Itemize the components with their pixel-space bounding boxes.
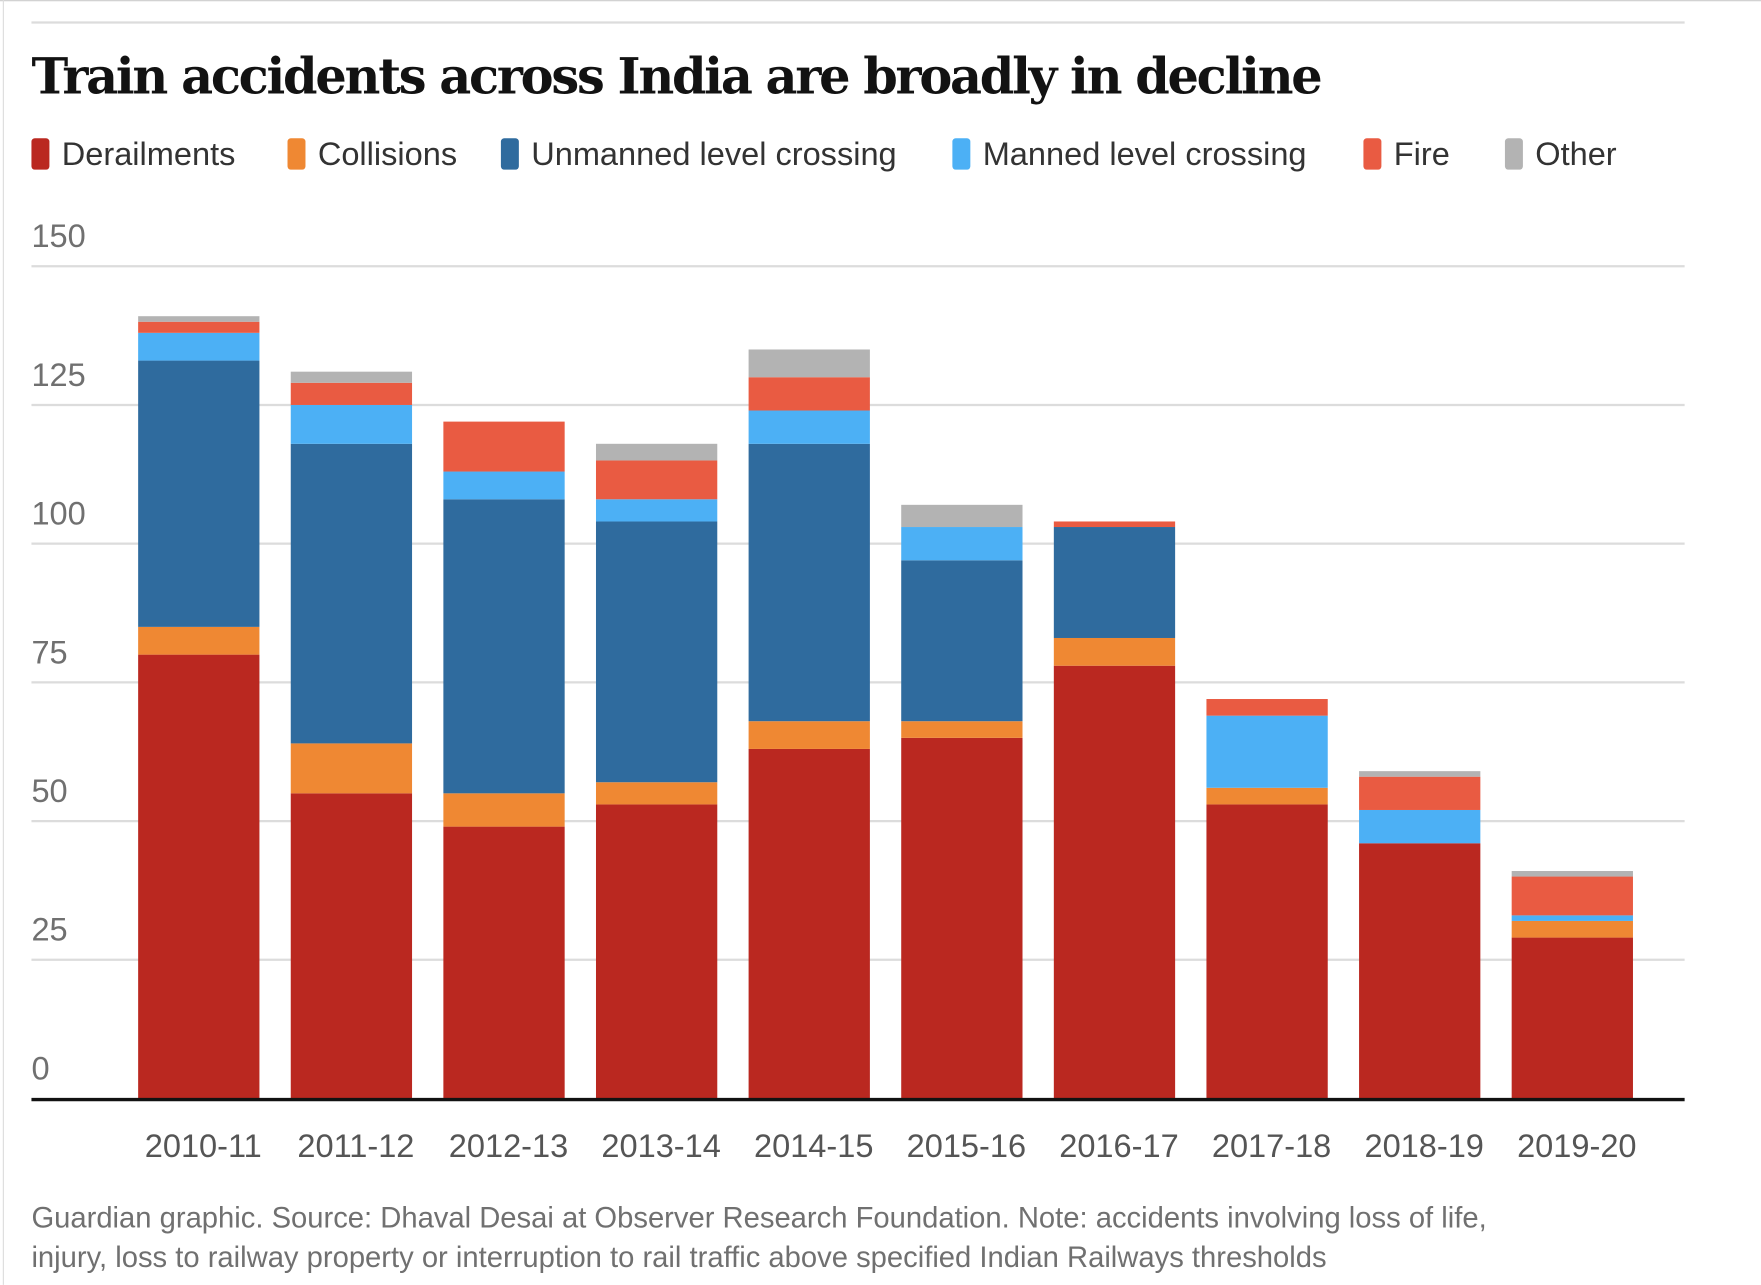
bar-segment-collisions — [595, 782, 718, 805]
y-tick-label: 50 — [31, 773, 67, 809]
y-tick-label: 25 — [31, 912, 67, 948]
bar-segment-manned-level-crossing — [1206, 715, 1328, 788]
bar-segment-manned-level-crossing — [290, 404, 413, 444]
legend-label: Fire — [1394, 136, 1450, 172]
bar-segment-derailments — [1511, 937, 1633, 1099]
chart-title: Train accidents across India are broadly… — [31, 47, 1321, 105]
bar-segment-collisions — [290, 743, 413, 794]
bar-segment-unmanned-level-crossing — [901, 560, 1023, 722]
bar-segment-manned-level-crossing — [1359, 809, 1481, 844]
bar-segment-collisions — [1511, 920, 1633, 938]
bar-segment-unmanned-level-crossing — [1053, 527, 1176, 638]
bar-segment-derailments — [748, 748, 870, 1099]
bar-segment-unmanned-level-crossing — [748, 443, 870, 722]
bar-segment-other — [901, 504, 1023, 528]
y-tick-label: 150 — [31, 218, 85, 254]
bar-segment-manned-level-crossing — [901, 527, 1023, 561]
legend-label: Collisions — [318, 136, 457, 172]
legend-swatch — [1363, 138, 1382, 170]
source-note-line-2: injury, loss to railway property or inte… — [31, 1242, 1326, 1274]
bar-segment-derailments — [595, 804, 718, 1099]
y-tick-label: 125 — [31, 357, 85, 393]
x-tick-label: 2015-16 — [907, 1128, 1026, 1164]
bar-segment-other — [1359, 771, 1481, 777]
bar-segment-unmanned-level-crossing — [595, 521, 718, 783]
bar-segment-unmanned-level-crossing — [138, 360, 260, 627]
x-tick-label: 2018-19 — [1364, 1128, 1483, 1164]
legend-swatch — [500, 138, 519, 170]
bar-segment-fire — [1206, 699, 1328, 716]
x-tick-label: 2010-11 — [145, 1128, 262, 1164]
legend-swatch — [1504, 138, 1523, 170]
bar-segment-collisions — [1206, 787, 1328, 805]
bar-segment-manned-level-crossing — [138, 332, 260, 361]
x-tick-labels: 2010-11 2011-12 2012-13 2013-14 2014-15 2015-… — [145, 1128, 1637, 1164]
legend-swatch — [31, 138, 50, 170]
bar-segment-unmanned-level-crossing — [290, 443, 413, 744]
bar-segment-fire — [138, 321, 260, 333]
y-tick-label: 100 — [31, 496, 85, 532]
bar-segment-fire — [595, 460, 718, 500]
legend-swatch — [287, 138, 306, 170]
bar-segment-fire — [1053, 521, 1176, 528]
y-tick-label: 75 — [31, 634, 67, 670]
bar-segment-collisions — [1053, 637, 1176, 666]
y-tick-label: 0 — [31, 1050, 49, 1086]
bar-segment-derailments — [138, 654, 260, 1099]
legend-label: Derailments — [62, 136, 236, 172]
bar-segment-fire — [1359, 776, 1481, 810]
bar-segment-derailments — [1206, 804, 1328, 1099]
bar-segment-other — [1511, 871, 1633, 877]
x-tick-label: 2019-20 — [1517, 1128, 1636, 1164]
x-tick-label: 2012-13 — [449, 1128, 568, 1164]
bar-segment-derailments — [1053, 665, 1176, 1099]
x-tick-label: 2014-15 — [754, 1128, 873, 1164]
source-note-line-1: Guardian graphic. Source: Dhaval Desai a… — [31, 1203, 1486, 1235]
legend: Derailments Collisions Unmanned level cros… — [31, 136, 1617, 172]
bar-segment-collisions — [138, 626, 260, 655]
bar-segment-derailments — [901, 737, 1023, 1099]
bar-segment-other — [138, 316, 260, 322]
bar-segment-fire — [290, 382, 413, 405]
bar-segment-fire — [443, 421, 565, 472]
bar-segment-other — [595, 443, 718, 461]
bar-segment-fire — [748, 377, 870, 411]
x-tick-label: 2017-18 — [1212, 1128, 1331, 1164]
legend-label: Other — [1535, 136, 1617, 172]
bar-segment-derailments — [290, 793, 413, 1099]
bar-segment-unmanned-level-crossing — [443, 499, 565, 794]
bar-segment-fire — [1511, 876, 1633, 916]
x-tick-label: 2016-17 — [1059, 1128, 1178, 1164]
x-tick-label: 2011-12 — [297, 1128, 414, 1164]
bar-segment-other — [290, 371, 413, 383]
legend-label: Unmanned level crossing — [531, 136, 896, 172]
bar-segment-other — [748, 349, 870, 378]
bar-segment-derailments — [1359, 843, 1481, 1099]
bar-segment-derailments — [443, 826, 565, 1099]
bar-segment-collisions — [748, 721, 870, 749]
legend-swatch — [952, 138, 971, 170]
bars — [138, 316, 1633, 1099]
bar-segment-collisions — [901, 721, 1023, 738]
x-tick-label: 2013-14 — [601, 1128, 720, 1164]
bar-segment-manned-level-crossing — [595, 499, 718, 522]
legend-label: Manned level crossing — [983, 136, 1307, 172]
bar-segment-manned-level-crossing — [1511, 915, 1633, 921]
bar-segment-manned-level-crossing — [748, 410, 870, 444]
bar-segment-collisions — [443, 793, 565, 827]
bar-segment-manned-level-crossing — [443, 471, 565, 500]
